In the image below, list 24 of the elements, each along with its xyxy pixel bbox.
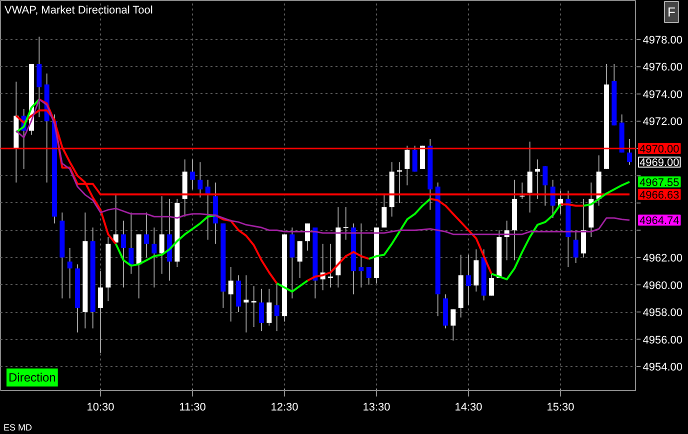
x-tick-label: 14:30 — [454, 402, 482, 414]
text: 4969.00 — [640, 157, 680, 170]
data-label: 4964.74 — [640, 215, 680, 228]
ref-line-label: 4970.00 — [640, 143, 680, 156]
y-tick-label: 4962.00 — [642, 252, 683, 264]
x-tick-label: 13:30 — [362, 402, 390, 414]
data-label: 4967.55 — [640, 176, 680, 189]
annotation: Direction — [8, 370, 56, 384]
y-tick-label: 4958.00 — [642, 307, 683, 320]
y-tick-label: 4956.00 — [642, 334, 683, 346]
chart-title: VWAP, Market Directional Tool — [4, 4, 153, 16]
y-tick-label: 4978.00 — [642, 34, 683, 46]
x-tick-label: 10:30 — [86, 402, 114, 414]
y-tick-label: 4976.00 — [642, 62, 683, 74]
y-tick-label: 4960.00 — [642, 280, 683, 292]
x-tick-label: 12:30 — [270, 402, 298, 414]
x-tick-label: 11:30 — [179, 402, 206, 414]
y-tick-label: 4954.00 — [642, 362, 683, 374]
data-label: 4966.63 — [640, 189, 680, 202]
text: F — [668, 4, 676, 20]
x-tick-label: 15:30 — [546, 402, 574, 414]
y-tick-label: 4972.00 — [642, 116, 683, 128]
text: ES MD — [4, 422, 33, 432]
y-tick-label: 4974.00 — [642, 88, 683, 101]
